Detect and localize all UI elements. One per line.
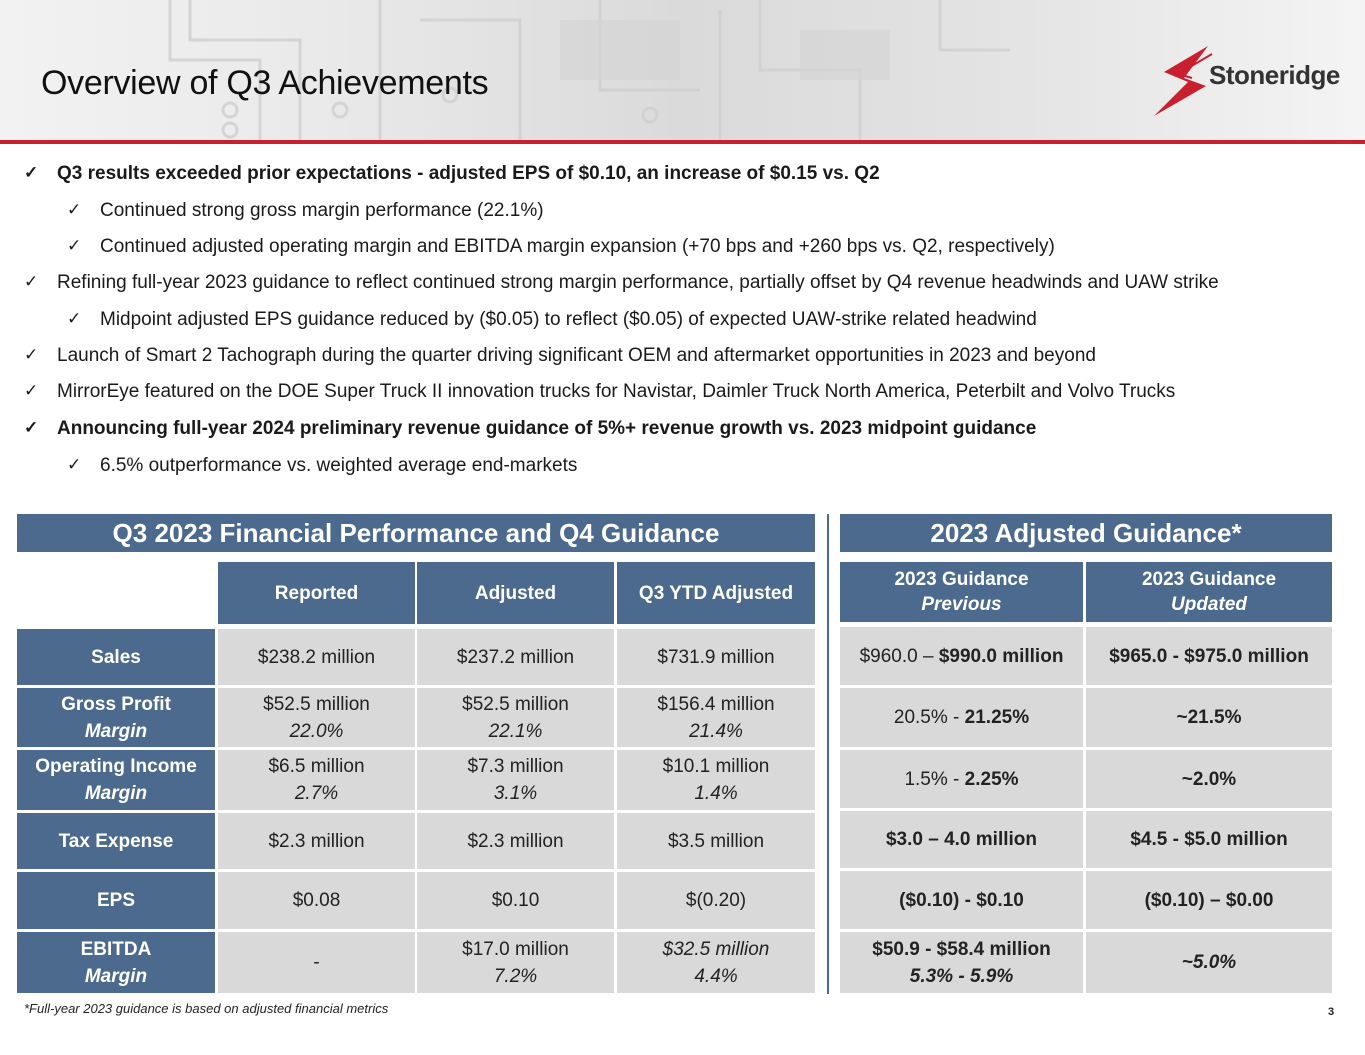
row-label-ebitda: EBITDA Margin: [17, 932, 215, 993]
header-accent-line: [0, 140, 1365, 144]
check-icon: ✓: [67, 455, 82, 474]
column-header-reported: Reported: [218, 562, 415, 624]
row-label-operating-income: Operating Income Margin: [17, 750, 215, 810]
table-cell: $3.5 million: [617, 813, 815, 869]
bullet-item: ✓ MirrorEye featured on the DOE Super Tr…: [24, 381, 1176, 402]
table-cell: $960.0 – $990.0 million: [840, 627, 1083, 685]
table-cell: $156.4 million 21.4%: [617, 688, 815, 747]
table-cell: ~5.0%: [1086, 932, 1332, 993]
bullet-item: ✓ Announcing full-year 2024 preliminary …: [24, 418, 1037, 439]
table-cell: $3.0 – 4.0 million: [840, 811, 1083, 868]
row-label-gross-profit: Gross Profit Margin: [17, 688, 215, 747]
check-icon: ✓: [24, 345, 39, 364]
footnote: *Full-year 2023 guidance is based on adj…: [24, 1001, 389, 1016]
table-cell: $731.9 million: [617, 629, 815, 685]
row-label-sales: Sales: [17, 629, 215, 685]
header-banner: [0, 0, 1365, 142]
table-cell: $2.3 million: [417, 813, 614, 869]
table-cell: $238.2 million: [218, 629, 415, 685]
table-cell: $0.10: [417, 872, 614, 929]
table-cell: 1.5% - 2.25%: [840, 750, 1083, 808]
column-header-updated: 2023 Guidance Updated: [1086, 562, 1332, 622]
page-number: 3: [1328, 1006, 1335, 1018]
bullet-item: ✓ Q3 results exceeded prior expectations…: [24, 163, 880, 184]
table-cell: ~21.5%: [1086, 688, 1332, 747]
section-divider: [827, 514, 829, 994]
check-icon: ✓: [67, 200, 82, 219]
sub-bullet-item: ✓ Continued strong gross margin performa…: [67, 200, 544, 221]
row-label-eps: EPS: [17, 872, 215, 929]
table-cell: $0.08: [218, 872, 415, 929]
table-cell: $17.0 million 7.2%: [417, 932, 614, 993]
row-label-tax-expense: Tax Expense: [17, 813, 215, 869]
table-cell: $237.2 million: [417, 629, 614, 685]
circuit-board-background: [168, 0, 1010, 142]
table-cell: $(0.20): [617, 872, 815, 929]
stoneridge-logo-icon: [1154, 46, 1213, 116]
sub-bullet-item: ✓ 6.5% outperformance vs. weighted avera…: [67, 455, 578, 476]
table-cell: $4.5 - $5.0 million: [1086, 811, 1332, 868]
check-icon: ✓: [24, 381, 39, 400]
table-cell: ($0.10) - $0.10: [840, 871, 1083, 929]
table-cell: $965.0 - $975.0 million: [1086, 627, 1332, 685]
table-cell: $50.9 - $58.4 million 5.3% - 5.9%: [840, 932, 1083, 993]
table-cell: $32.5 million 4.4%: [617, 932, 815, 993]
table-cell: $6.5 million 2.7%: [218, 750, 415, 810]
check-icon: ✓: [67, 309, 82, 328]
column-header-adjusted: Adjusted: [417, 562, 614, 624]
bullet-item: ✓ Refining full-year 2023 guidance to re…: [24, 272, 1219, 293]
stoneridge-logo-text: Stoneridge: [1209, 60, 1340, 90]
table-cell: ~2.0%: [1086, 750, 1332, 808]
table-cell: $2.3 million: [218, 813, 415, 869]
left-table-title: Q3 2023 Financial Performance and Q4 Gui…: [17, 514, 815, 552]
check-icon: ✓: [24, 272, 39, 291]
table-cell: $52.5 million 22.1%: [417, 688, 614, 747]
table-cell: 20.5% - 21.25%: [840, 688, 1083, 747]
table-cell: ($0.10) – $0.00: [1086, 871, 1332, 929]
table-cell: -: [218, 932, 415, 993]
sub-bullet-item: ✓ Midpoint adjusted EPS guidance reduced…: [67, 309, 1037, 330]
table-cell: $7.3 million 3.1%: [417, 750, 614, 810]
table-cell: $10.1 million 1.4%: [617, 750, 815, 810]
right-table-title: 2023 Adjusted Guidance*: [840, 514, 1332, 552]
check-icon: ✓: [24, 163, 39, 182]
sub-bullet-item: ✓ Continued adjusted operating margin an…: [67, 236, 1055, 257]
bullet-item: ✓ Launch of Smart 2 Tachograph during th…: [24, 345, 1096, 366]
check-icon: ✓: [24, 418, 39, 437]
column-header-ytd-adjusted: Q3 YTD Adjusted: [617, 562, 815, 624]
page-title: Overview of Q3 Achievements: [41, 64, 489, 102]
table-cell: $52.5 million 22.0%: [218, 688, 415, 747]
check-icon: ✓: [67, 236, 82, 255]
column-header-previous: 2023 Guidance Previous: [840, 562, 1083, 622]
